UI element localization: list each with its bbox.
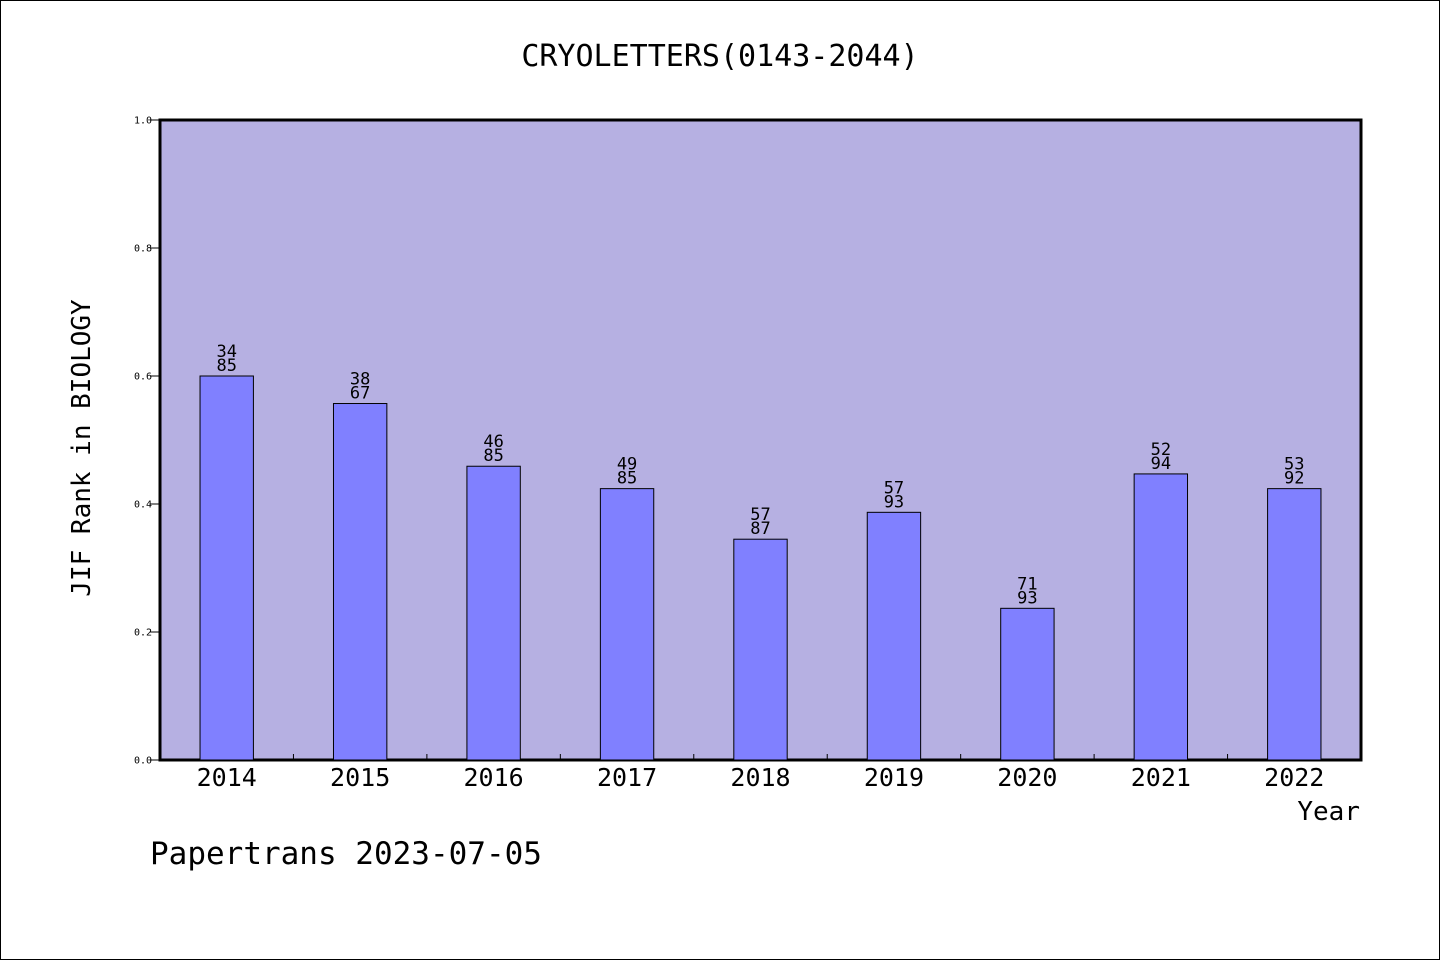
bar-label-bottom: 93 [1017, 588, 1037, 608]
bar-label-top: 57 [750, 505, 770, 525]
x-tick-label: 2014 [197, 763, 257, 792]
x-tick-label: 2015 [330, 763, 390, 792]
chart-title: CRYOLETTERS(0143-2044) [521, 39, 918, 74]
y-axis: 0.0 0.2 0.4 0.6 0.8 1.0 [134, 116, 160, 767]
bar-label-bottom: 85 [483, 446, 503, 466]
bar-label-top: 57 [884, 478, 904, 498]
bar-label-top: 53 [1284, 455, 1304, 475]
bar [1000, 607, 1055, 761]
bar-label-bottom: 85 [617, 469, 637, 489]
x-tick-label: 2019 [864, 763, 924, 792]
x-tick-label: 2017 [597, 763, 657, 792]
bar-label-top: 34 [216, 342, 236, 362]
y-tick-label: 0.2 [134, 628, 152, 639]
x-axis-label: Year [1297, 797, 1360, 827]
bar-label-top: 49 [617, 455, 637, 475]
bar-label-bottom: 93 [884, 492, 904, 512]
y-tick-label: 0.6 [134, 372, 152, 383]
bar-label-bottom: 92 [1284, 469, 1304, 489]
bar-label-top: 46 [483, 432, 503, 452]
bar [332, 403, 388, 761]
bar [466, 465, 521, 761]
bar [866, 511, 922, 761]
x-tick-label: 2018 [730, 763, 790, 792]
bar-label-top: 71 [1017, 574, 1037, 594]
x-tick-label: 2022 [1264, 763, 1324, 792]
bar-label-top: 52 [1151, 440, 1171, 460]
y-tick-label: 0.4 [134, 500, 152, 511]
y-tick-label: 1.0 [134, 116, 152, 127]
bar-label-bottom: 87 [750, 519, 770, 539]
x-tick-label: 2020 [997, 763, 1057, 792]
bar [1267, 488, 1322, 761]
bar [733, 538, 788, 761]
footer-credit: Papertrans 2023-07-05 [150, 836, 542, 872]
x-tick-label: 2016 [464, 763, 524, 792]
x-tick-label: 2021 [1131, 763, 1191, 792]
bar [199, 375, 254, 761]
y-axis-label: JIF Rank in BIOLOGY [67, 299, 97, 597]
bar-label-bottom: 94 [1151, 454, 1171, 474]
bar [1133, 473, 1189, 761]
bar-label-top: 38 [350, 370, 370, 390]
bar [599, 488, 655, 761]
y-tick-label: 0.8 [134, 244, 152, 255]
x-axis: 2014 2015 2016 2017 2018 2019 2020 2021 2022 [197, 754, 1324, 792]
bar-label-bottom: 85 [216, 356, 236, 376]
bar-label-bottom: 67 [350, 384, 370, 404]
y-tick-label: 0.0 [134, 756, 152, 767]
